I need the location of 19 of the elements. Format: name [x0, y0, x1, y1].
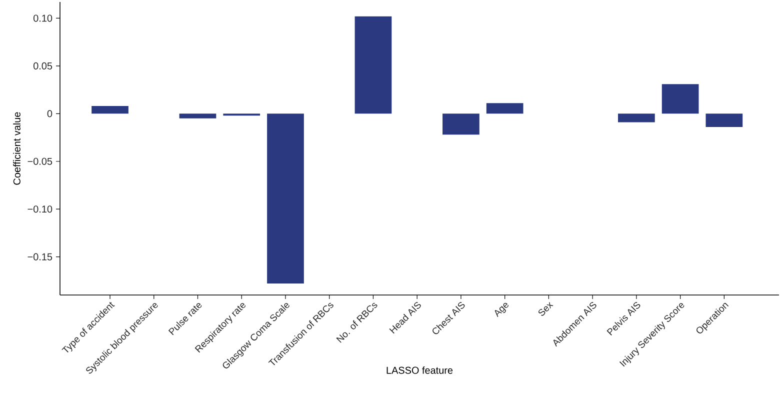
y-axis-title: Coefficient value [13, 112, 20, 185]
x-tick-label: Age [494, 302, 508, 318]
x-axis-title: LASSO feature [386, 366, 453, 374]
bar [354, 16, 392, 114]
y-tick-label: −0.15 [28, 253, 52, 260]
y-tick-label: −0.10 [28, 206, 52, 213]
y-tick-label: 0.10 [33, 14, 52, 22]
x-tick-label: Sex [538, 302, 554, 316]
bar [706, 114, 743, 128]
y-tick-label: 0 [47, 110, 52, 118]
bar [662, 84, 699, 114]
bar [486, 103, 524, 114]
bar [618, 114, 655, 122]
bar [442, 114, 480, 135]
bar [179, 114, 216, 118]
bar [267, 114, 304, 284]
y-tick-label: −0.05 [28, 158, 52, 165]
bar [92, 106, 128, 114]
y-tick-label: 0.05 [33, 62, 52, 70]
